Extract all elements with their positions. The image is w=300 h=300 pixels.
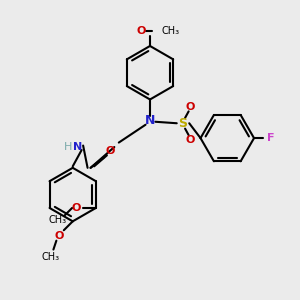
Text: CH₃: CH₃	[41, 252, 59, 262]
Text: O: O	[185, 135, 195, 145]
Text: CH₃: CH₃	[162, 26, 180, 35]
Text: H: H	[64, 142, 73, 152]
Text: N: N	[73, 142, 82, 152]
Text: O: O	[137, 26, 146, 35]
Text: O: O	[185, 102, 195, 112]
Text: S: S	[178, 117, 187, 130]
Text: F: F	[267, 133, 274, 143]
Text: O: O	[105, 146, 115, 157]
Text: O: O	[55, 231, 64, 241]
Text: N: N	[145, 114, 155, 127]
Text: O: O	[72, 203, 81, 213]
Text: CH₃: CH₃	[48, 215, 66, 225]
